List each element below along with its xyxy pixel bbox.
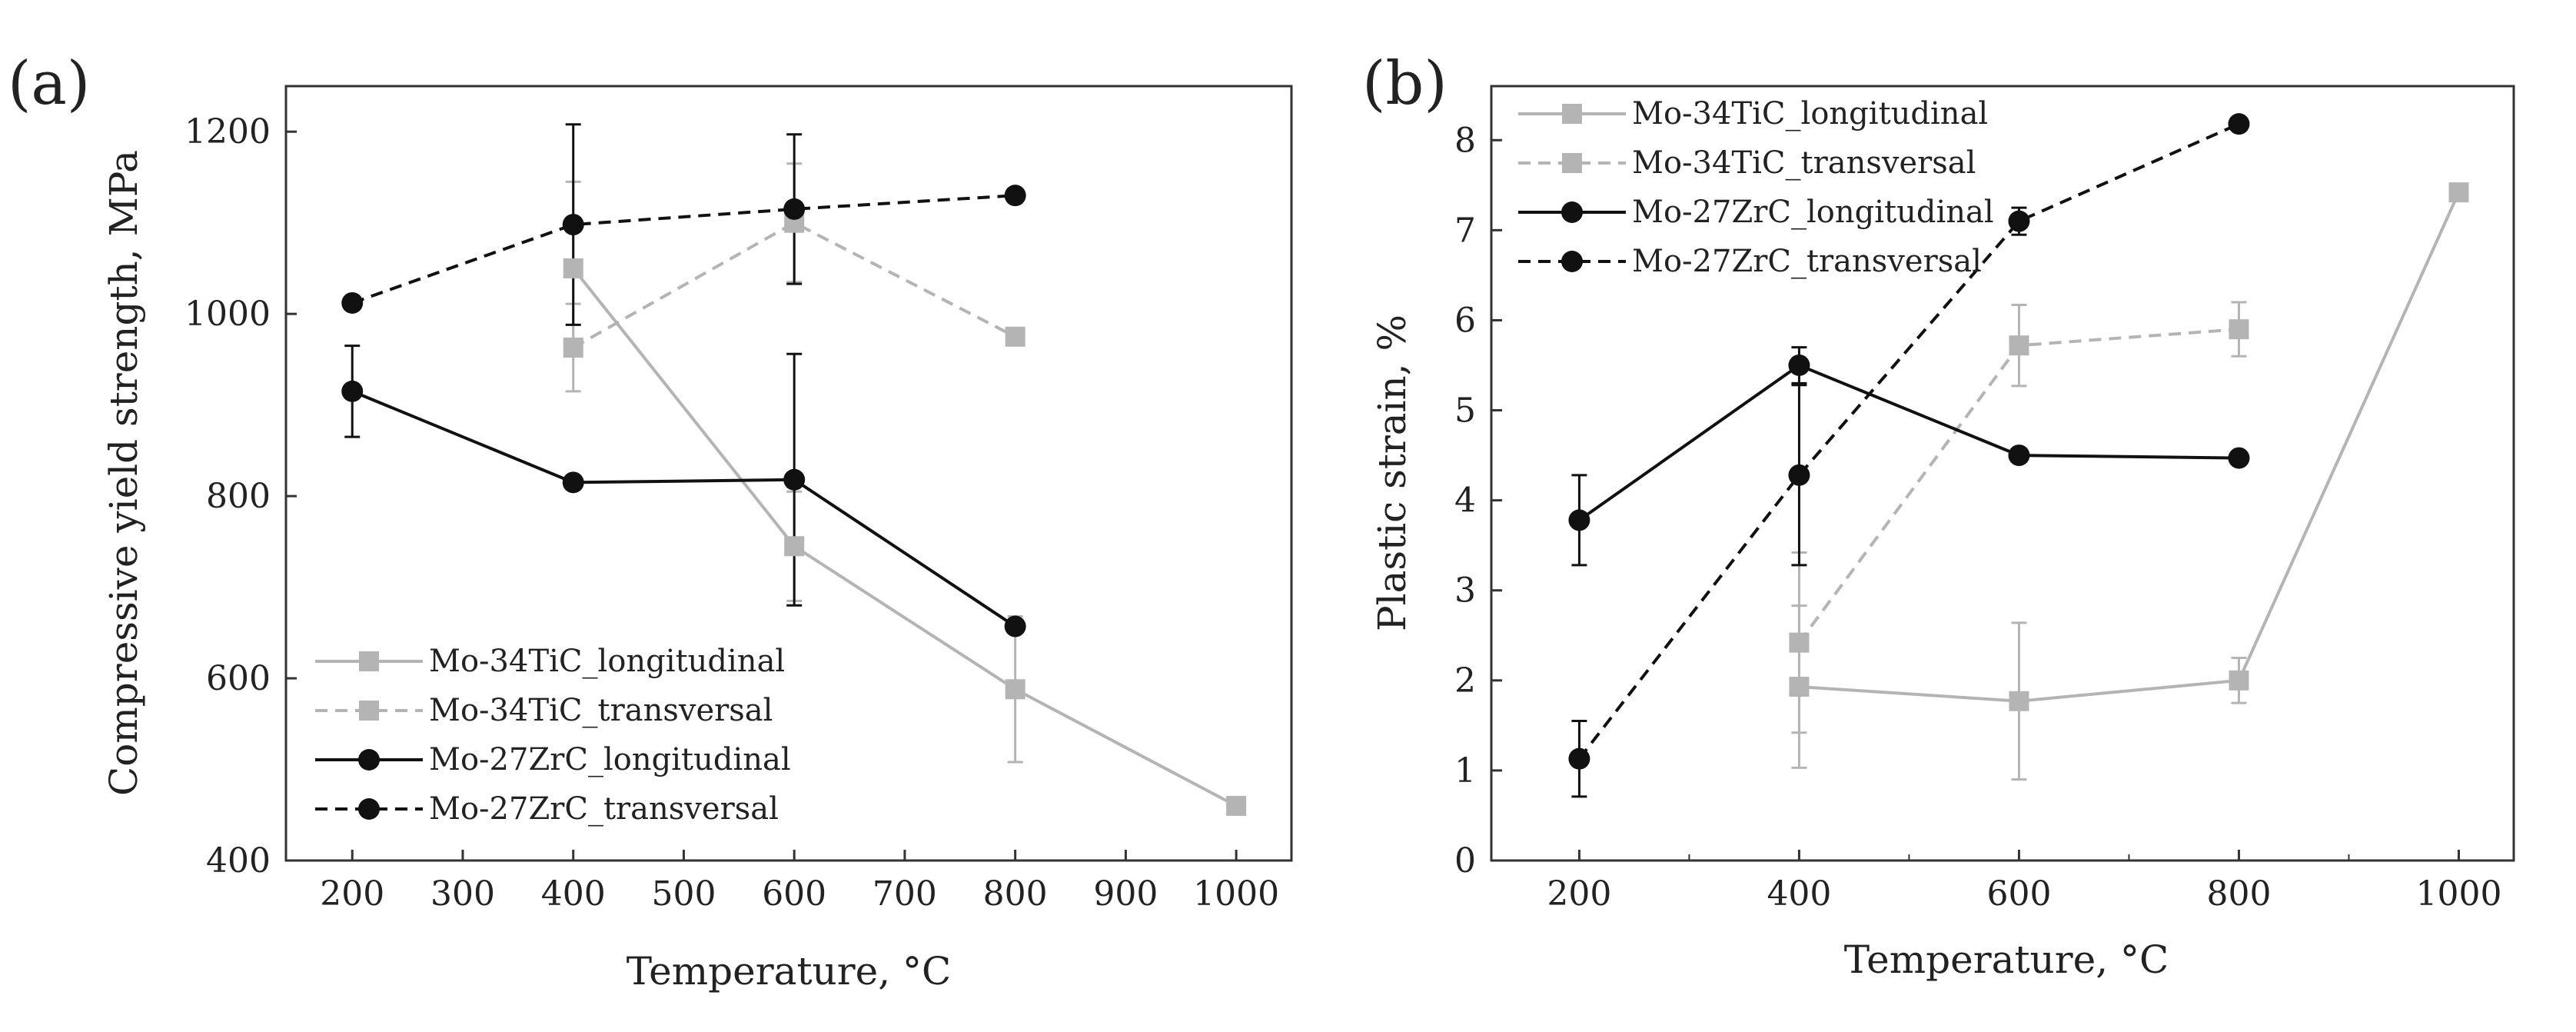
y-tick-label-a: 800	[206, 477, 271, 516]
series-line-mo-34tic-longitudinal	[1799, 191, 2461, 703]
data-point-mo-34tic-longitudinal	[1005, 679, 1025, 700]
data-point-mo-27zrc-transversal	[1568, 747, 1590, 770]
legend-label-mo-27zrc-transversal: Mo-27ZrC_transversal	[429, 791, 779, 827]
data-point-mo-34tic-transversal	[1005, 326, 1025, 347]
legend-label-mo-34tic-longitudinal: Mo-34TiC_longitudinal	[429, 644, 785, 679]
x-tick-label-a: 1000	[1193, 874, 1279, 914]
data-point-mo-34tic-transversal	[2229, 319, 2249, 340]
y-tick-label-b: 3	[1454, 571, 1476, 611]
data-point-mo-27zrc-transversal	[562, 214, 584, 236]
data-point-mo-27zrc-transversal	[2008, 210, 2030, 232]
data-point-mo-27zrc-transversal	[1004, 185, 1026, 207]
data-point-mo-34tic-longitudinal	[563, 258, 583, 278]
chart-b: (b) 200 400 600 800 1000 0 1 2 3 4 5 6 7 8 Mo-34TiC_l…	[1362, 49, 2515, 982]
legend-marker-mo-27zrc-longitudinal	[1561, 201, 1583, 223]
data-point-mo-34tic-transversal	[563, 338, 583, 358]
y-tick-label-b: 8	[1454, 121, 1476, 160]
y-tick-label-a: 600	[206, 659, 271, 698]
series-line-mo-27zrc-longitudinal	[1578, 363, 2239, 522]
y-tick-label-b: 1	[1454, 751, 1476, 791]
x-tick-label-b: 800	[2206, 874, 2271, 914]
legend-marker-mo-34tic-transversal	[1562, 153, 1582, 173]
x-tick-label-a: 700	[873, 874, 937, 914]
data-point-mo-34tic-transversal	[1789, 632, 1810, 653]
x-tick-label-b: 400	[1767, 874, 1831, 914]
data-point-mo-27zrc-longitudinal	[2008, 444, 2030, 467]
panel-label-b: (b)	[1362, 49, 1448, 118]
x-tick-label-a: 800	[983, 874, 1048, 914]
panel-label-a: (a)	[8, 49, 90, 118]
y-tick-label-a: 1200	[184, 112, 271, 151]
legend-marker-mo-34tic-longitudinal	[359, 651, 379, 671]
x-tick-label-a: 400	[541, 874, 606, 914]
y-tick-label-b: 7	[1454, 211, 1476, 250]
x-tick-label-a: 500	[651, 874, 716, 914]
legend-label-mo-34tic-longitudinal: Mo-34TiC_longitudinal	[1632, 96, 1988, 131]
legend-marker-mo-27zrc-longitudinal	[358, 749, 380, 771]
x-tick-label-a: 300	[430, 874, 495, 914]
legend-marker-mo-27zrc-transversal	[358, 798, 380, 820]
data-point-mo-34tic-longitudinal	[1226, 795, 1247, 816]
data-point-mo-34tic-longitudinal	[2448, 182, 2469, 203]
data-point-mo-27zrc-longitudinal	[2228, 447, 2250, 469]
data-point-mo-27zrc-longitudinal	[562, 471, 584, 494]
x-tick-label-b: 200	[1547, 874, 1611, 914]
data-point-mo-34tic-longitudinal	[2229, 670, 2249, 691]
legend-marker-mo-27zrc-transversal	[1561, 251, 1583, 272]
legend-label-mo-34tic-transversal: Mo-34TiC_transversal	[1632, 145, 1976, 181]
y-tick-label-b: 5	[1454, 391, 1476, 431]
x-axis-title-b: Temperature, °C	[1844, 937, 2169, 982]
y-tick-label-b: 4	[1454, 481, 1476, 521]
legend-marker-mo-34tic-longitudinal	[1562, 104, 1582, 124]
y-axis-title-a: Compressive yield strength, MPa	[101, 150, 146, 796]
y-axis-title-b: Plastic strain, %	[1370, 315, 1414, 631]
data-point-mo-27zrc-transversal	[2228, 113, 2250, 135]
x-tick-label-a: 900	[1093, 874, 1158, 914]
series-line-mo-34tic-longitudinal	[572, 267, 1238, 807]
x-tick-label-b: 1000	[2416, 874, 2502, 914]
data-point-mo-34tic-transversal	[2009, 335, 2029, 356]
data-point-mo-34tic-longitudinal	[1789, 677, 1810, 697]
series-line-mo-34tic-transversal	[572, 221, 1016, 349]
data-point-mo-27zrc-transversal	[1788, 464, 1810, 486]
data-point-mo-34tic-longitudinal	[2009, 691, 2029, 711]
data-point-mo-27zrc-longitudinal	[341, 380, 364, 402]
y-tick-label-a: 400	[206, 841, 271, 881]
series-line-mo-27zrc-transversal	[1577, 122, 2240, 760]
data-point-mo-27zrc-longitudinal	[783, 468, 806, 491]
data-point-mo-34tic-longitudinal	[784, 536, 805, 557]
y-tick-label-b: 0	[1454, 841, 1476, 881]
data-point-mo-27zrc-longitudinal	[1568, 509, 1590, 531]
y-tick-label-a: 1000	[184, 295, 271, 334]
legend-marker-mo-34tic-transversal	[359, 701, 379, 721]
data-point-mo-27zrc-longitudinal	[1788, 354, 1810, 376]
data-point-mo-27zrc-transversal	[783, 198, 806, 220]
x-tick-label-a: 200	[320, 874, 384, 914]
legend-label-mo-27zrc-transversal: Mo-27ZrC_transversal	[1632, 244, 1982, 279]
legend-label-mo-27zrc-longitudinal: Mo-27ZrC_longitudinal	[429, 742, 791, 777]
data-point-mo-27zrc-transversal	[341, 291, 364, 314]
legend-label-mo-27zrc-longitudinal: Mo-27ZrC_longitudinal	[1632, 195, 1994, 230]
legend-label-mo-34tic-transversal: Mo-34TiC_transversal	[429, 693, 773, 728]
y-tick-label-b: 2	[1454, 661, 1476, 701]
series-line-mo-27zrc-transversal	[351, 194, 1015, 305]
chart-a: (a) 200 300 400 500 600 700 800 900 1000 400 600 80…	[8, 49, 1293, 994]
x-tick-label-a: 600	[762, 874, 826, 914]
x-tick-label-b: 600	[1986, 874, 2051, 914]
x-axis-title-a: Temperature, °C	[627, 949, 952, 994]
plot-frame-b	[1490, 85, 2515, 862]
y-tick-label-b: 6	[1454, 301, 1476, 340]
data-point-mo-27zrc-longitudinal	[1004, 615, 1026, 638]
plot-frame-a	[284, 85, 1293, 862]
series-line-mo-27zrc-longitudinal	[351, 390, 1016, 628]
